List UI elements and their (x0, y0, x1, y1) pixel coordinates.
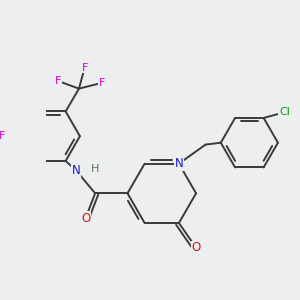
Text: O: O (191, 241, 201, 254)
Text: F: F (0, 131, 5, 141)
Text: H: H (91, 164, 99, 174)
Text: F: F (99, 78, 105, 88)
Text: N: N (72, 164, 80, 177)
Text: F: F (55, 76, 61, 86)
Text: Cl: Cl (279, 107, 290, 117)
Text: N: N (175, 157, 183, 170)
Text: F: F (82, 63, 88, 73)
Text: O: O (81, 212, 90, 225)
